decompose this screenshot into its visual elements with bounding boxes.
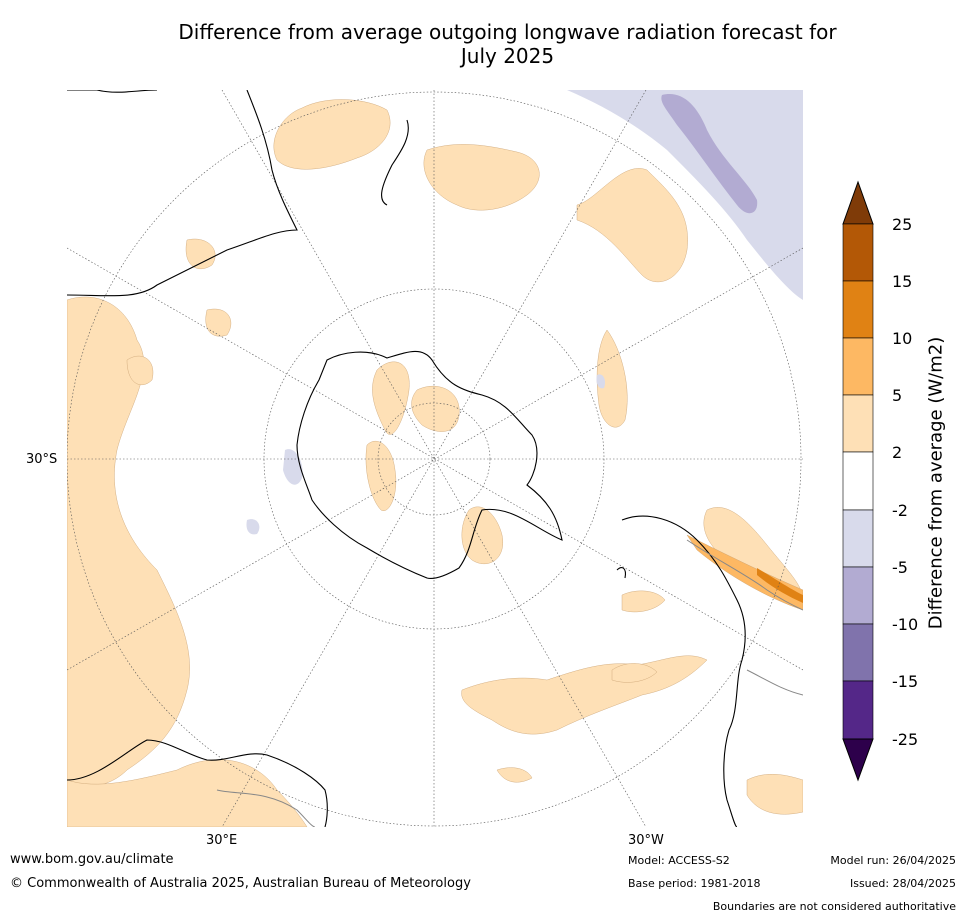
colorbar-tick-10: 10 [892,329,913,348]
colorbar-tick-m5: -5 [892,558,908,577]
map-title: Difference from average outgoing longwav… [150,20,865,68]
colorbar-svg [842,180,874,782]
map-panel [67,90,803,827]
map-svg [67,90,803,827]
country-borders [216,539,803,827]
title-line-2: July 2025 [460,44,555,68]
graticule [67,90,803,827]
coastlines [67,90,746,827]
colorbar: 25 15 10 5 2 -2 -5 -10 -15 -25 [840,180,965,790]
model-run-text: Model run: 26/04/2025 [830,854,956,867]
issued-text: Issued: 28/04/2025 [849,877,956,890]
strong-positive-anomaly [686,534,803,611]
positive-anomaly-regions [67,99,803,827]
website-link[interactable]: www.bom.gov.au/climate [10,852,174,867]
copyright-text: © Commonwealth of Australia 2025, Austra… [10,876,471,891]
colorbar-tick-m2: -2 [892,501,908,520]
disclaimer-text: Boundaries are not considered authoritat… [712,900,956,913]
lon-label-30e: 30°E [206,833,238,848]
lat-label-30s: 30°S [26,452,58,467]
colorbar-tick-m10: -10 [892,615,919,634]
lon-label-30w: 30°W [628,833,664,848]
base-period-text: Base period: 1981-2018 [628,877,761,890]
colorbar-tick-m15: -15 [892,672,919,691]
colorbar-tick-m25: -25 [892,730,919,749]
colorbar-tick-25: 25 [892,215,913,234]
title-line-1: Difference from average outgoing longwav… [178,20,837,44]
colorbar-tick-15: 15 [892,272,913,291]
colorbar-title: Difference from average (W/m2) [925,336,947,630]
model-text: Model: ACCESS-S2 [628,854,730,867]
colorbar-tick-5: 5 [892,386,903,405]
colorbar-tick-2: 2 [892,443,903,462]
negative-anomaly-regions [246,90,803,535]
